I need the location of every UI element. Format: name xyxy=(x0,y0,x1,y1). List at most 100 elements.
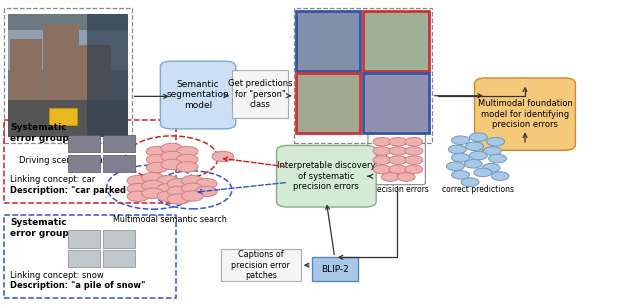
Circle shape xyxy=(147,154,168,165)
Bar xyxy=(87,14,129,137)
Text: Patches for ': Patches for ' xyxy=(298,155,349,164)
Circle shape xyxy=(373,156,391,164)
Circle shape xyxy=(168,179,189,189)
Circle shape xyxy=(405,147,423,155)
Text: Systematic
error group:: Systematic error group: xyxy=(10,123,73,143)
Bar xyxy=(363,11,429,71)
Circle shape xyxy=(176,146,198,157)
Bar xyxy=(221,249,301,281)
Bar xyxy=(103,230,135,248)
FancyBboxPatch shape xyxy=(474,78,575,150)
Circle shape xyxy=(373,137,391,146)
Circle shape xyxy=(469,133,487,141)
Bar xyxy=(4,215,176,298)
Circle shape xyxy=(157,176,179,186)
Text: Patches for ': Patches for ' xyxy=(285,156,337,164)
Circle shape xyxy=(161,143,182,154)
Text: Get predictions
for "person"
class: Get predictions for "person" class xyxy=(228,79,292,109)
Text: Systematic
error group:: Systematic error group: xyxy=(10,218,73,238)
Text: person: person xyxy=(344,155,377,164)
Bar xyxy=(8,30,128,70)
Circle shape xyxy=(195,179,217,189)
Circle shape xyxy=(142,172,164,183)
Circle shape xyxy=(176,154,198,165)
Text: Description: "car parked on the street": Description: "car parked on the street" xyxy=(10,186,196,195)
Circle shape xyxy=(127,176,149,186)
Circle shape xyxy=(142,180,164,191)
Bar xyxy=(232,70,288,118)
Circle shape xyxy=(465,160,482,168)
Text: Multimodal foundation
model for identifying
precision errors: Multimodal foundation model for identify… xyxy=(477,99,572,129)
Circle shape xyxy=(381,173,399,181)
Circle shape xyxy=(157,184,179,194)
Circle shape xyxy=(157,191,179,201)
Circle shape xyxy=(469,151,487,160)
Circle shape xyxy=(389,137,407,146)
Circle shape xyxy=(447,162,465,171)
Text: ' class: ' class xyxy=(376,155,402,164)
Circle shape xyxy=(127,184,149,194)
Text: Linking concept: car: Linking concept: car xyxy=(10,176,95,184)
Circle shape xyxy=(452,136,469,144)
FancyBboxPatch shape xyxy=(161,61,236,129)
Circle shape xyxy=(195,186,217,197)
Bar xyxy=(8,14,128,137)
Circle shape xyxy=(147,146,168,157)
Text: BLIP-2: BLIP-2 xyxy=(321,265,349,274)
Text: Semantic
segmentation
model: Semantic segmentation model xyxy=(166,80,229,110)
Text: correct predictions: correct predictions xyxy=(442,185,515,194)
Bar xyxy=(4,8,132,143)
Circle shape xyxy=(161,159,182,170)
Circle shape xyxy=(491,172,509,180)
Circle shape xyxy=(181,176,203,186)
Circle shape xyxy=(147,162,168,173)
Circle shape xyxy=(176,162,198,172)
Circle shape xyxy=(127,191,149,201)
Circle shape xyxy=(181,183,203,193)
Bar xyxy=(79,45,111,100)
Circle shape xyxy=(161,151,182,162)
Bar xyxy=(294,8,432,143)
Text: Interpretable discovery
of systematic
precision errors: Interpretable discovery of systematic pr… xyxy=(277,161,376,191)
Bar xyxy=(363,73,429,132)
Circle shape xyxy=(452,153,469,162)
Circle shape xyxy=(483,147,501,155)
Text: Captions of
precision error
patches: Captions of precision error patches xyxy=(232,250,291,280)
Bar xyxy=(44,24,79,100)
Circle shape xyxy=(181,191,203,201)
Bar xyxy=(103,135,135,152)
Circle shape xyxy=(452,171,469,179)
Circle shape xyxy=(168,194,189,204)
Circle shape xyxy=(405,156,423,164)
Circle shape xyxy=(389,156,407,164)
Text: Driving scenes dataset: Driving scenes dataset xyxy=(19,156,116,164)
Bar xyxy=(68,230,100,248)
Circle shape xyxy=(389,147,407,155)
Bar xyxy=(296,11,360,71)
Text: Linking concept: snow: Linking concept: snow xyxy=(10,270,104,280)
Text: precision errors: precision errors xyxy=(369,185,429,194)
Circle shape xyxy=(488,154,506,163)
Bar xyxy=(296,73,360,132)
Bar xyxy=(312,257,358,281)
Bar xyxy=(68,135,100,152)
Bar xyxy=(8,100,128,137)
Text: Description: "a pile of snow": Description: "a pile of snow" xyxy=(10,281,146,290)
Bar xyxy=(103,250,135,267)
Circle shape xyxy=(466,142,483,151)
Bar xyxy=(68,155,100,172)
Bar xyxy=(103,155,135,172)
Circle shape xyxy=(405,165,423,174)
Circle shape xyxy=(449,145,467,154)
Bar xyxy=(10,39,42,100)
Circle shape xyxy=(486,137,504,146)
Circle shape xyxy=(482,164,500,172)
Circle shape xyxy=(373,165,391,174)
Circle shape xyxy=(142,188,164,198)
Circle shape xyxy=(373,147,391,155)
Bar xyxy=(49,108,77,125)
Circle shape xyxy=(168,186,189,197)
Bar xyxy=(4,120,176,203)
Circle shape xyxy=(474,168,492,177)
Circle shape xyxy=(212,151,234,162)
